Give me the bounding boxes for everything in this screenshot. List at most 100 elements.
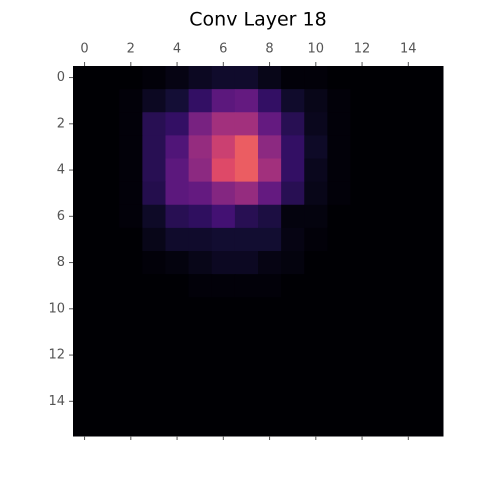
heatmap-cell [119, 251, 143, 275]
heatmap-cell [119, 274, 143, 298]
heatmap-cell [96, 112, 120, 136]
y-tick-label: 0 [57, 70, 65, 85]
heatmap-cell [396, 112, 421, 136]
heatmap-cell [188, 158, 213, 183]
heatmap-cell [165, 181, 190, 206]
heatmap-cell [188, 412, 213, 437]
heatmap-cell [234, 204, 259, 229]
heatmap-cell [281, 204, 305, 229]
heatmap-cell [142, 89, 166, 113]
heatmap-cell [350, 89, 375, 113]
heatmap-cell [119, 135, 143, 159]
heatmap-cell [281, 251, 305, 275]
heatmap-cell [327, 320, 351, 344]
heatmap-cell [396, 274, 421, 298]
heatmap-cell [281, 389, 305, 414]
heatmap-cell [327, 135, 351, 159]
y-tick-label: 4 [57, 163, 65, 178]
heatmap-cell [96, 66, 120, 90]
heatmap-cell [119, 204, 143, 229]
x-tick-label: 2 [127, 42, 135, 57]
heatmap-cell [327, 227, 351, 252]
heatmap-cell [73, 181, 97, 206]
heatmap-cell [188, 66, 213, 90]
heatmap-cell [304, 389, 328, 414]
heatmap-cell [327, 204, 351, 229]
heatmap-cell [96, 343, 120, 368]
heatmap-cell [73, 366, 97, 391]
heatmap-cell [350, 297, 375, 321]
heatmap-cell [304, 251, 328, 275]
heatmap-cell [396, 181, 421, 206]
heatmap-cell [211, 112, 236, 136]
heatmap-cell [96, 227, 120, 252]
heatmap-cell [327, 66, 351, 90]
heatmap-cell [258, 181, 282, 206]
heatmap-cell [373, 366, 398, 391]
heatmap-cell [304, 227, 328, 252]
heatmap-cell [304, 343, 328, 368]
heatmap-cell [281, 320, 305, 344]
heatmap-cell [419, 158, 444, 183]
heatmap-cell [211, 412, 236, 437]
y-tick-label: 14 [48, 394, 65, 409]
y-tick-label: 8 [57, 255, 65, 270]
heatmap-cell [234, 251, 259, 275]
heatmap-cell [119, 366, 143, 391]
heatmap-cell [419, 89, 444, 113]
heatmap-cell [350, 112, 375, 136]
heatmap-cell [327, 181, 351, 206]
heatmap-cell [327, 297, 351, 321]
heatmap-cell [188, 227, 213, 252]
heatmap-cell [304, 158, 328, 183]
heatmap-cell [304, 89, 328, 113]
heatmap-cell [281, 89, 305, 113]
heatmap-cell [258, 343, 282, 368]
heatmap-cell [234, 135, 259, 159]
heatmap-cell [373, 343, 398, 368]
heatmap-cell [73, 343, 97, 368]
heatmap-cell [373, 158, 398, 183]
heatmap-cell [258, 297, 282, 321]
heatmap-cell [211, 389, 236, 414]
heatmap-cell [96, 181, 120, 206]
heatmap-cell [165, 112, 190, 136]
y-tick-label: 6 [57, 209, 65, 224]
heatmap-cell [165, 251, 190, 275]
heatmap-cell [373, 204, 398, 229]
heatmap-cell [327, 158, 351, 183]
heatmap-cell [73, 412, 97, 437]
heatmap-cell [419, 204, 444, 229]
heatmap-cell [373, 181, 398, 206]
x-tick-label: 10 [308, 42, 325, 57]
heatmap-cell [234, 389, 259, 414]
heatmap-cell [396, 251, 421, 275]
heatmap-cell [396, 297, 421, 321]
heatmap-cell [281, 135, 305, 159]
heatmap-cell [165, 297, 190, 321]
heatmap-cell [373, 112, 398, 136]
heatmap-cell [373, 89, 398, 113]
heatmap-cell [142, 343, 166, 368]
heatmap-cell [73, 158, 97, 183]
heatmap-cell [396, 227, 421, 252]
heatmap-cell [119, 320, 143, 344]
heatmap-cell [234, 66, 259, 90]
chart-title: Conv Layer 18 [189, 9, 326, 31]
heatmap-cell [211, 366, 236, 391]
heatmap-cell [373, 227, 398, 252]
heatmap-cell [188, 389, 213, 414]
heatmap-cell [419, 297, 444, 321]
heatmap-cell [96, 204, 120, 229]
x-tick-label: 14 [400, 42, 417, 57]
heatmap-cell [96, 297, 120, 321]
heatmap-cell [188, 135, 213, 159]
x-tick-label: 4 [173, 42, 181, 57]
heatmap-cell [258, 274, 282, 298]
heatmap-cell [188, 204, 213, 229]
heatmap-cell [419, 112, 444, 136]
heatmap-cell [73, 112, 97, 136]
heatmap-cell [142, 135, 166, 159]
heatmap-cell [419, 343, 444, 368]
